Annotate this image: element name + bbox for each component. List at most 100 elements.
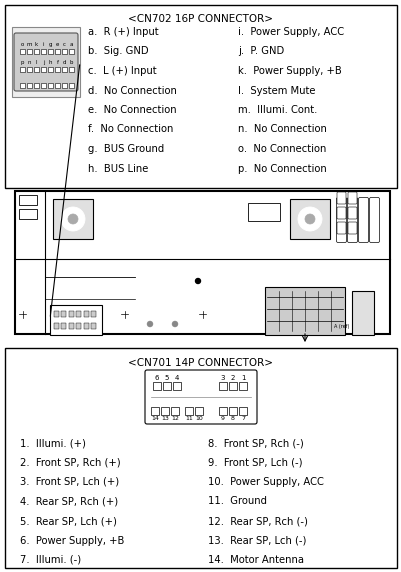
Bar xyxy=(69,323,74,329)
Text: k.  Power Supply, +B: k. Power Supply, +B xyxy=(237,66,341,76)
Circle shape xyxy=(172,321,178,327)
Text: 9.  Front SP, Lch (-): 9. Front SP, Lch (-) xyxy=(207,458,302,467)
Bar xyxy=(61,311,66,317)
Text: k: k xyxy=(35,42,38,47)
FancyBboxPatch shape xyxy=(369,197,379,243)
Bar xyxy=(76,323,81,329)
Bar xyxy=(20,67,25,72)
Text: a: a xyxy=(70,42,73,47)
Circle shape xyxy=(172,199,223,251)
Circle shape xyxy=(68,214,78,224)
Text: f: f xyxy=(57,60,59,65)
FancyBboxPatch shape xyxy=(346,197,356,243)
Text: 6: 6 xyxy=(154,375,159,381)
Text: m.  Illumi. Cont.: m. Illumi. Cont. xyxy=(237,105,316,115)
Bar xyxy=(351,291,373,335)
Text: <CN701 14P CONNECTOR>: <CN701 14P CONNECTOR> xyxy=(128,358,273,368)
Bar xyxy=(50,305,102,335)
Bar xyxy=(229,382,237,390)
Bar xyxy=(69,49,74,54)
Text: p.  No Connection: p. No Connection xyxy=(237,164,326,173)
Text: 12: 12 xyxy=(171,416,178,421)
Text: p: p xyxy=(21,60,24,65)
Text: h.  BUS Line: h. BUS Line xyxy=(88,164,148,173)
Circle shape xyxy=(17,308,29,320)
Text: l: l xyxy=(36,60,37,65)
Text: 3: 3 xyxy=(220,375,225,381)
FancyBboxPatch shape xyxy=(336,197,346,243)
Bar xyxy=(194,407,203,415)
Circle shape xyxy=(147,321,153,327)
Bar xyxy=(62,67,67,72)
Bar xyxy=(54,311,59,317)
Circle shape xyxy=(196,308,209,320)
Text: e.  No Connection: e. No Connection xyxy=(88,105,176,115)
Bar xyxy=(62,83,67,88)
Bar xyxy=(91,323,96,329)
Bar xyxy=(62,49,67,54)
Bar xyxy=(239,407,246,415)
Text: 1.  Illumi. (+): 1. Illumi. (+) xyxy=(20,438,86,448)
Bar xyxy=(69,83,74,88)
Circle shape xyxy=(142,316,158,332)
Bar xyxy=(289,199,329,239)
Circle shape xyxy=(304,214,314,224)
Bar xyxy=(41,67,46,72)
Bar xyxy=(162,382,170,390)
Text: 4: 4 xyxy=(174,375,179,381)
Bar xyxy=(20,49,25,54)
Bar xyxy=(160,407,168,415)
Bar xyxy=(69,311,74,317)
Text: o: o xyxy=(21,42,24,47)
Text: o.  No Connection: o. No Connection xyxy=(237,144,326,154)
Text: f.  No Connection: f. No Connection xyxy=(88,125,173,134)
Bar xyxy=(69,67,74,72)
Bar xyxy=(53,199,93,239)
Text: a.  R (+) Input: a. R (+) Input xyxy=(88,27,158,37)
Text: 10.  Power Supply, ACC: 10. Power Supply, ACC xyxy=(207,477,323,487)
FancyBboxPatch shape xyxy=(336,207,345,219)
Text: 2: 2 xyxy=(230,375,235,381)
Circle shape xyxy=(166,316,182,332)
Bar xyxy=(151,407,159,415)
Text: b: b xyxy=(70,60,73,65)
FancyBboxPatch shape xyxy=(145,370,256,424)
Text: 7.  Illumi. (-): 7. Illumi. (-) xyxy=(20,555,81,565)
Circle shape xyxy=(61,207,85,231)
Text: j: j xyxy=(43,60,44,65)
Text: c: c xyxy=(63,42,66,47)
Text: 5: 5 xyxy=(164,375,169,381)
Text: i.  Power Supply, ACC: i. Power Supply, ACC xyxy=(237,27,343,37)
FancyBboxPatch shape xyxy=(14,33,78,91)
Bar xyxy=(48,49,53,54)
Bar xyxy=(27,83,32,88)
Bar xyxy=(54,323,59,329)
Text: g: g xyxy=(49,42,52,47)
Text: 8.  Front SP, Rch (-): 8. Front SP, Rch (-) xyxy=(207,438,303,448)
FancyBboxPatch shape xyxy=(347,192,356,204)
Text: b.  Sig. GND: b. Sig. GND xyxy=(88,46,148,57)
Circle shape xyxy=(195,279,200,284)
Bar xyxy=(172,382,180,390)
Bar xyxy=(84,311,89,317)
Bar xyxy=(27,67,32,72)
FancyBboxPatch shape xyxy=(358,197,368,243)
Bar xyxy=(15,191,389,334)
Text: 1: 1 xyxy=(240,375,245,381)
Bar xyxy=(170,407,178,415)
Bar xyxy=(247,203,279,221)
FancyBboxPatch shape xyxy=(347,222,356,234)
Text: 10: 10 xyxy=(194,416,203,421)
Text: 13.  Rear SP, Lch (-): 13. Rear SP, Lch (-) xyxy=(207,535,306,546)
Bar xyxy=(219,407,227,415)
Text: 6.  Power Supply, +B: 6. Power Supply, +B xyxy=(20,535,124,546)
FancyBboxPatch shape xyxy=(347,207,356,219)
Bar xyxy=(34,83,39,88)
Bar xyxy=(55,83,60,88)
Bar xyxy=(76,311,81,317)
Bar xyxy=(219,382,227,390)
Bar xyxy=(184,407,192,415)
Text: n: n xyxy=(28,60,31,65)
Text: h: h xyxy=(49,60,52,65)
Text: 11.  Ground: 11. Ground xyxy=(207,496,266,506)
